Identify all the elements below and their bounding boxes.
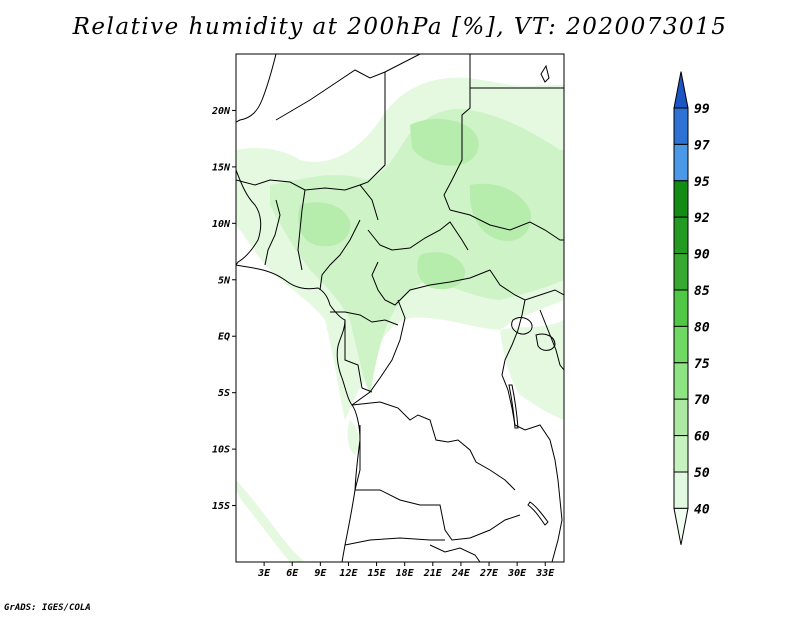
lat-tick-label: 5N <box>218 275 231 286</box>
lon-tick-label: 21E <box>423 568 443 579</box>
lon-tick-label: 6E <box>286 568 299 579</box>
colorbar-label: 95 <box>694 175 710 190</box>
lon-tick-label: 24E <box>451 568 471 579</box>
border <box>540 64 550 83</box>
colorbar-bin <box>673 143 689 182</box>
lon-tick-label: 3E <box>257 568 271 579</box>
colorbar-bin <box>673 362 689 400</box>
border <box>344 320 373 393</box>
lon-tick-label: 27E <box>479 568 499 579</box>
colorbar: 99 97 95 92 90 85 80 75 70 60 50 40 <box>673 71 710 545</box>
humidity-area-southwest <box>236 480 305 562</box>
lon-tick-label: 9E <box>314 568 327 579</box>
humidity-area-patch <box>417 252 466 290</box>
lat-tick-label: 10N <box>212 219 231 230</box>
colorbar-label: 80 <box>694 320 710 335</box>
border <box>443 54 471 211</box>
border <box>359 72 386 186</box>
lat-tick-label: 5S <box>218 388 230 399</box>
coastlines-borders <box>236 54 564 562</box>
colorbar-bin <box>673 216 689 255</box>
chart-title: Relative humidity at 200hPa [%], VT: 202… <box>72 14 728 40</box>
lake-outline <box>511 317 533 335</box>
border <box>236 54 277 123</box>
lake-outline <box>527 501 549 526</box>
colorbar-label: 70 <box>694 393 710 408</box>
border <box>330 311 399 326</box>
lake-outline <box>508 384 519 429</box>
border <box>449 209 564 241</box>
longitude-axis: 3E 6E 9E 12E 15E 18E 21E 24E 27E 30E 33E <box>257 562 555 579</box>
map-frame <box>235 53 565 563</box>
border <box>236 179 379 221</box>
credit-text: GrADS: IGES/COLA <box>4 603 91 613</box>
humidity-area-patch <box>469 183 531 241</box>
lon-tick-label: 30E <box>507 568 527 579</box>
lat-tick-label: 20N <box>211 106 231 117</box>
border <box>429 544 481 562</box>
border <box>351 299 406 406</box>
colorbar-bin <box>673 253 689 291</box>
lat-tick-label: 15N <box>212 162 231 173</box>
colorbar-label: 92 <box>694 211 710 226</box>
lat-tick-label: 15S <box>212 501 230 512</box>
lake-outline <box>535 333 556 351</box>
colorbar-label: 40 <box>694 502 710 517</box>
latitude-axis: 20N 15N 10N 5N EQ 5S 10S 15S <box>211 106 236 512</box>
lon-tick-label: 12E <box>339 568 358 579</box>
coastline-west <box>236 169 361 562</box>
colorbar-bin <box>673 289 689 327</box>
border <box>367 221 469 251</box>
colorbar-label: 50 <box>694 466 710 481</box>
colorbar-label: 75 <box>694 357 710 372</box>
colorbar-bin <box>673 398 689 437</box>
colorbar-bin <box>673 471 689 509</box>
colorbar-label: 97 <box>694 138 710 153</box>
lon-tick-label: 15E <box>368 568 387 579</box>
colorbar-label: 85 <box>694 284 710 299</box>
humidity-area-east <box>500 320 564 420</box>
humidity-area-patch <box>298 202 351 247</box>
border <box>297 189 306 271</box>
colorbar-extend-min <box>673 507 689 545</box>
lon-tick-label: 18E <box>396 568 415 579</box>
border <box>501 299 526 426</box>
colorbar-bin <box>673 107 689 145</box>
border <box>344 537 445 546</box>
humidity-area-west <box>347 420 360 455</box>
lat-tick-label: EQ <box>218 332 230 343</box>
border <box>539 309 564 371</box>
colorbar-bin <box>673 325 689 364</box>
colorbar-bin <box>673 180 689 218</box>
border <box>514 424 563 562</box>
border <box>354 425 521 541</box>
colorbar-label: 60 <box>694 430 710 445</box>
colorbar-extend-max <box>673 71 689 109</box>
colorbar-label: 99 <box>694 102 710 117</box>
lat-tick-label: 10S <box>212 445 230 456</box>
colorbar-label: 90 <box>694 248 710 263</box>
humidity-area-core <box>270 108 564 396</box>
colorbar-bin <box>673 435 689 473</box>
border <box>351 401 516 491</box>
border <box>264 199 281 266</box>
lon-tick-label: 33E <box>535 568 555 579</box>
border <box>319 219 361 291</box>
border <box>371 261 491 306</box>
